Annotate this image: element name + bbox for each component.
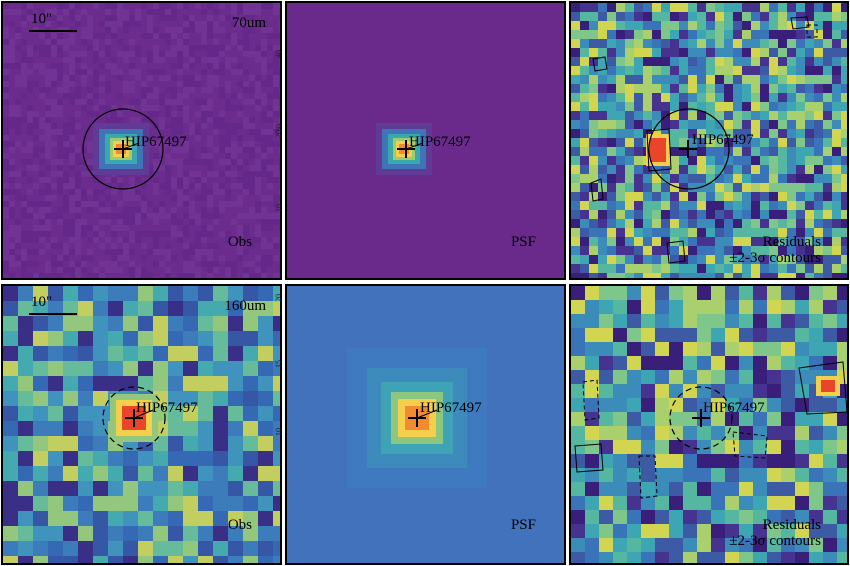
band-label: 70um	[231, 15, 266, 31]
psf-tick: 10	[274, 204, 283, 212]
map-160um-residuals	[571, 286, 847, 563]
target-label: HIP67497	[125, 134, 187, 150]
psf-tick: 30	[274, 124, 283, 132]
target-label: HIP67497	[409, 134, 471, 150]
psf-tick: 40	[274, 50, 283, 58]
panel-70um-residuals: HIP67497 Residuals ±2-3σ contours	[569, 1, 849, 280]
residuals-title: Residuals	[762, 234, 821, 250]
panel-160um-psf: HIP67497 PSF	[285, 284, 566, 565]
target-label: HIP67497	[420, 400, 482, 416]
panel-label-psf: PSF	[510, 234, 536, 250]
panel-label-obs: Obs	[227, 234, 252, 250]
map-70um-residuals	[571, 3, 847, 278]
residuals-label: Residuals ±2-3σ contours	[729, 517, 821, 550]
panel-label-psf: PSF	[510, 517, 536, 533]
psf-tick: 20	[274, 294, 283, 302]
map-70um-psf	[287, 3, 564, 278]
map-160um-obs	[3, 286, 280, 563]
panel-70um-obs: 10" 70um HIP67497 Obs	[1, 1, 282, 280]
panel-70um-psf: HIP67497 PSF	[285, 1, 566, 280]
residuals-label: Residuals ±2-3σ contours	[729, 234, 821, 267]
scale-bar	[29, 30, 77, 32]
map-160um-psf	[287, 286, 564, 563]
panel-label-obs: Obs	[227, 517, 252, 533]
psf-tick: 10	[274, 428, 283, 436]
target-label: HIP67497	[692, 132, 754, 148]
psf-tick: 15	[274, 360, 283, 368]
panel-160um-obs: 10" 160um HIP67497 Obs	[1, 284, 282, 565]
target-label: HIP67497	[136, 400, 198, 416]
band-label: 160um	[224, 298, 266, 314]
residuals-title: Residuals	[762, 517, 821, 533]
scale-bar	[29, 313, 77, 315]
scale-bar-label: 10"	[31, 294, 53, 310]
contours-note: ±2-3σ contours	[729, 532, 821, 549]
map-70um-obs	[3, 3, 280, 278]
target-label: HIP67497	[703, 400, 765, 416]
panel-160um-residuals: HIP67497 Residuals ±2-3σ contours	[569, 284, 849, 565]
scale-bar-label: 10"	[31, 11, 53, 27]
contours-note: ±2-3σ contours	[729, 249, 821, 266]
